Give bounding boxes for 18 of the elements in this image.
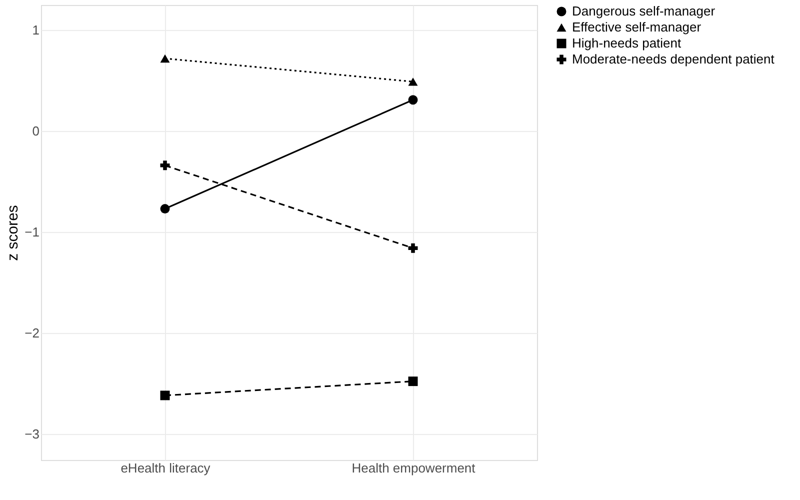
- point: [408, 95, 418, 105]
- legend-label: High-needs patient: [572, 36, 682, 50]
- point: [160, 160, 170, 170]
- legend-label: Effective self-manager: [572, 20, 702, 34]
- y-tick-label: 1: [32, 22, 40, 38]
- y-tick-label: −2: [24, 325, 40, 340]
- x-tick-label: Health empowerment: [352, 460, 476, 476]
- y-axis-title: z scores: [4, 205, 22, 261]
- y-tick-label: 0: [32, 124, 40, 139]
- y-tick-label: −3: [24, 426, 40, 442]
- x-tick-label: eHealth literacy: [120, 460, 211, 476]
- point: [408, 376, 418, 386]
- legend-label: Dangerous self-manager: [572, 4, 716, 18]
- point: [160, 390, 170, 400]
- point: [160, 204, 170, 214]
- point: [408, 243, 418, 253]
- y-tick-label: −1: [24, 224, 40, 240]
- legend-label: Moderate-needs dependent patient: [572, 52, 775, 66]
